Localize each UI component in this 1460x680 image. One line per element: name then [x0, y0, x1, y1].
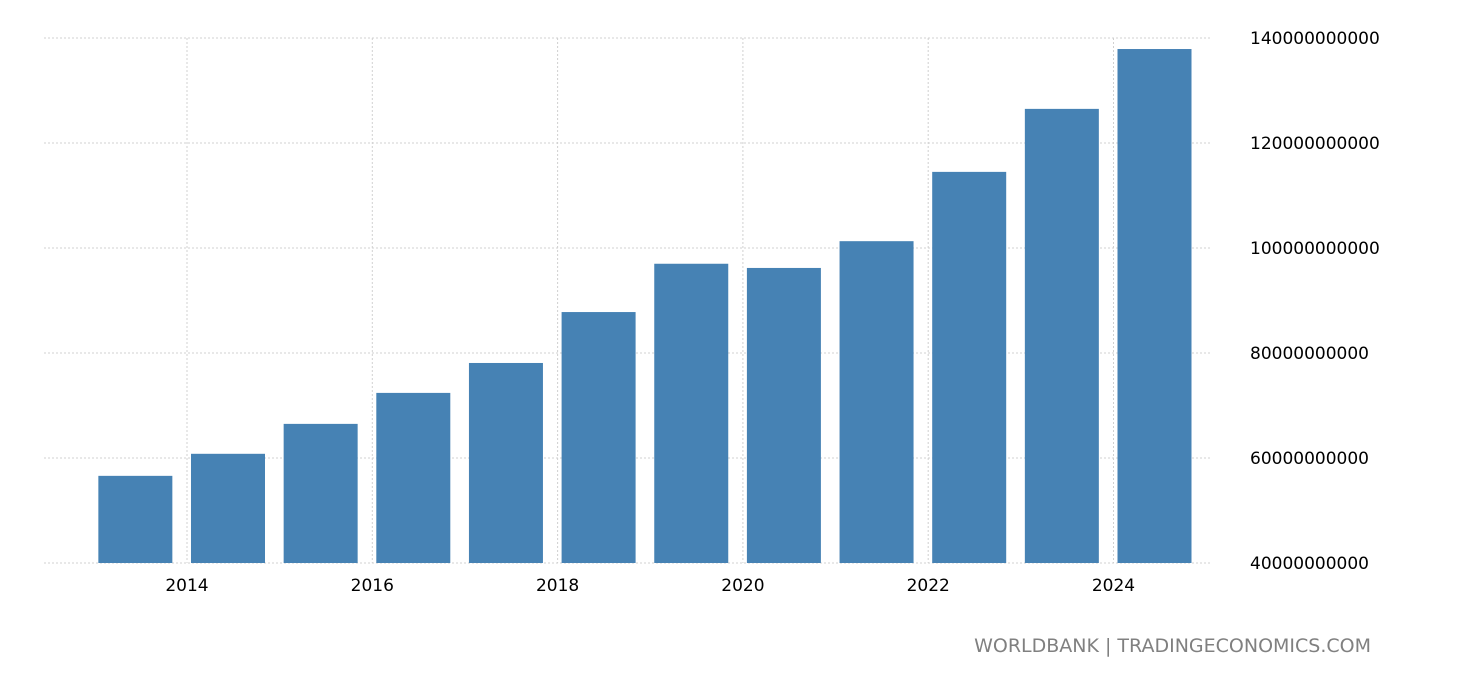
bar-2015 [283, 423, 358, 563]
bar-2018 [561, 312, 636, 563]
x-tick-label: 2024 [1092, 576, 1135, 596]
y-tick-label: 60000000000 [1250, 449, 1369, 469]
y-tick-label: 120000000000 [1250, 134, 1380, 154]
x-tick-label: 2022 [907, 576, 950, 596]
bar-2019 [654, 263, 729, 563]
y-tick-label: 140000000000 [1250, 29, 1380, 49]
bar-2024 [1117, 49, 1192, 563]
bar-2014 [191, 453, 265, 563]
x-tick-label: 2020 [721, 576, 764, 596]
x-tick-label: 2018 [536, 576, 579, 596]
bar-2021 [839, 241, 914, 564]
bar-2020 [746, 267, 821, 563]
source-label: WORLDBANK | TRADINGECONOMICS.COM [974, 635, 1371, 657]
bar-2013 [98, 475, 173, 563]
y-tick-label: 100000000000 [1250, 239, 1380, 259]
bar-2016 [376, 392, 451, 563]
y-tick-label: 80000000000 [1250, 344, 1369, 364]
x-tick-label: 2016 [351, 576, 394, 596]
x-tick-label: 2014 [165, 576, 208, 596]
y-tick-label: 40000000000 [1250, 554, 1369, 574]
bar-2022 [932, 171, 1007, 563]
bar-2023 [1024, 108, 1099, 563]
bar-2017 [468, 362, 543, 563]
